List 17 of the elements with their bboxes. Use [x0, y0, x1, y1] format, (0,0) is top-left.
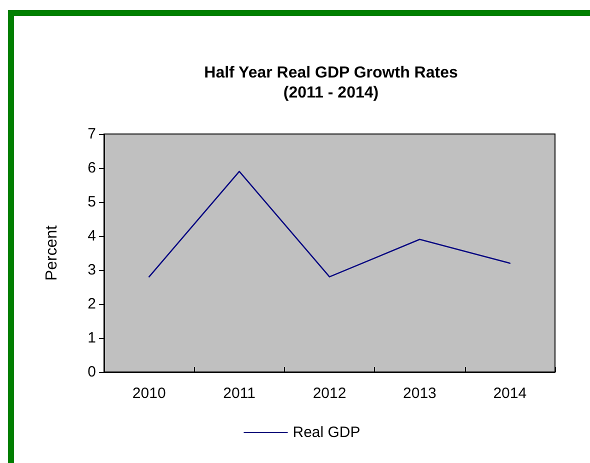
y-tick-label: 4	[88, 228, 96, 244]
x-tick-label: 2013	[403, 385, 436, 402]
y-tick-label: 1	[88, 330, 96, 346]
y-tick-label: 3	[88, 262, 96, 278]
x-tick-label: 2010	[132, 385, 166, 402]
y-tick-label: 2	[88, 296, 96, 312]
y-tick-label: 6	[88, 160, 96, 176]
x-tick-label: 2012	[312, 385, 346, 402]
chart-title: Half Year Real GDP Growth Rates (2011 - 2014)	[204, 64, 458, 102]
x-tick-label: 2011	[223, 385, 256, 402]
line-series	[148, 170, 511, 278]
y-tick-label: 0	[88, 364, 96, 380]
y-tick-label: 5	[88, 194, 96, 210]
y-tick-label: 7	[88, 126, 96, 142]
y-axis-title: Percent	[44, 224, 60, 281]
x-tick-label: 2014	[493, 385, 527, 402]
legend-label: Real GDP	[292, 424, 360, 441]
